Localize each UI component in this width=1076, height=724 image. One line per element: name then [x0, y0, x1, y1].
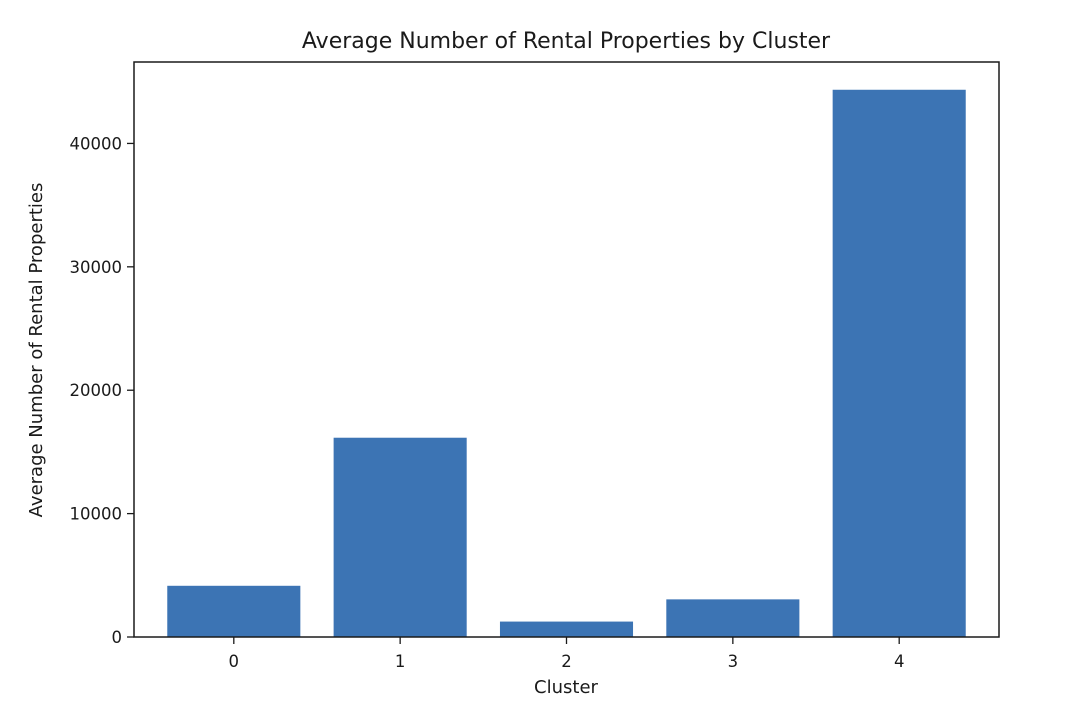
y-tick-label: 40000	[70, 134, 123, 153]
chart-title: Average Number of Rental Properties by C…	[302, 29, 831, 54]
x-axis: 0 1 2 3 4	[229, 637, 905, 671]
y-tick-label: 30000	[70, 258, 123, 277]
x-axis-label: Cluster	[534, 677, 598, 698]
x-tick-label: 2	[561, 652, 572, 671]
bar-cluster-1	[333, 437, 467, 637]
y-tick-label: 0	[112, 628, 123, 647]
x-tick-label: 3	[728, 652, 739, 671]
bars-group	[167, 89, 966, 637]
y-axis: 0 10000 20000 30000 40000	[70, 134, 134, 647]
y-tick-label: 10000	[70, 505, 123, 524]
plot-frame	[133, 61, 1000, 638]
bar-cluster-2	[499, 621, 634, 637]
bar-cluster-4	[832, 89, 966, 637]
bar-cluster-3	[666, 599, 800, 637]
x-tick-label: 1	[395, 652, 406, 671]
y-axis-label: Average Number of Rental Properties	[26, 183, 47, 518]
bar-cluster-0	[167, 585, 301, 637]
x-tick-label: 0	[229, 652, 240, 671]
x-tick-label: 4	[894, 652, 905, 671]
y-tick-label: 20000	[70, 381, 123, 400]
